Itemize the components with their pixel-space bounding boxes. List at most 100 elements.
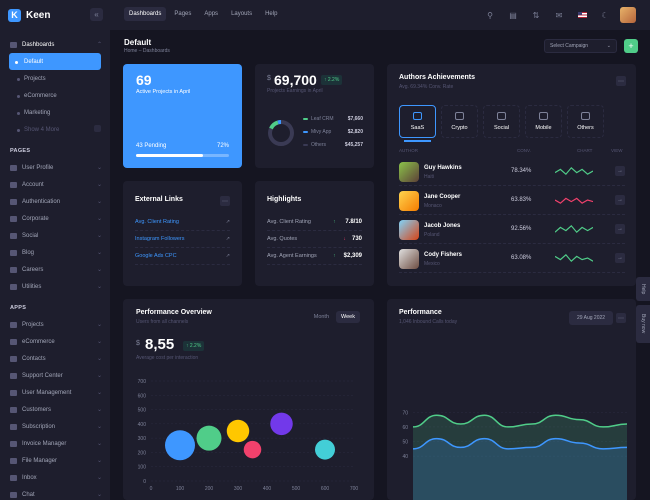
top-nav-apps[interactable]: Apps: [204, 11, 219, 17]
sidebar-item-subscription[interactable]: Subscription ⌄: [0, 418, 110, 435]
view-arrow-button[interactable]: →: [615, 166, 625, 176]
authors-achievements-card: Authors Achievements Avg. 69.34% Conv. R…: [387, 64, 636, 286]
y-tick-label: 500: [138, 408, 147, 414]
sidebar-item-user-management[interactable]: User Management ⌄: [0, 384, 110, 401]
brand[interactable]: K Keen: [0, 0, 110, 30]
tab-crypto[interactable]: Crypto: [441, 105, 478, 138]
chevron-up-icon: ⌃: [96, 42, 102, 48]
tab-label: Others: [577, 125, 594, 131]
period-week[interactable]: Week: [336, 311, 360, 323]
page-title: Default: [124, 38, 152, 47]
x-tick-label: 100: [176, 486, 185, 492]
external-link-avg-client-rating[interactable]: Avg. Client Rating ↗: [135, 214, 230, 231]
legend-others: Others $45,257: [303, 142, 363, 148]
sidebar-item-projects[interactable]: Projects ⌄: [0, 316, 110, 333]
tab-social[interactable]: Social: [483, 105, 520, 138]
sidebar-show-more[interactable]: Show 4 More: [0, 121, 110, 138]
sidebar-item-label: Careers: [22, 266, 44, 273]
sidebar-item-support-center[interactable]: Support Center ⌄: [0, 367, 110, 384]
view-arrow-button[interactable]: →: [615, 195, 625, 205]
view-arrow-button[interactable]: →: [615, 224, 625, 234]
sidebar-sub-ecommerce[interactable]: eCommerce: [0, 87, 110, 104]
earnings-currency: $: [267, 75, 271, 82]
campaign-select[interactable]: Select Campaign ⌄: [544, 39, 617, 53]
tab-saas[interactable]: SaaS: [399, 105, 436, 142]
author-name[interactable]: Guy Hawkins: [424, 165, 462, 171]
area-line: [412, 437, 628, 450]
help-side-tab[interactable]: Help: [636, 277, 650, 301]
top-nav-help[interactable]: Help: [265, 11, 278, 17]
top-nav-layouts[interactable]: Layouts: [231, 11, 253, 17]
tab-others[interactable]: Others: [567, 105, 604, 138]
highlight-row: Avg. Agent Earnings ↑ $2,309: [267, 248, 362, 265]
legend-name: Others: [311, 142, 327, 148]
sidebar-item-label: Chat: [22, 491, 35, 498]
authors-more-button[interactable]: ⋯: [616, 76, 626, 86]
user-avatar[interactable]: [620, 7, 636, 23]
chevron-down-icon: ⌄: [96, 441, 102, 447]
sidebar-sub-marketing[interactable]: Marketing: [0, 104, 110, 121]
highlight-label: Avg. Client Rating: [267, 219, 311, 225]
arrow-up-right-icon: ↗: [225, 219, 230, 225]
sidebar-item-invoice-manager[interactable]: Invoice Manager ⌄: [0, 435, 110, 452]
performance2-more-button[interactable]: ⋯: [616, 313, 626, 323]
sidebar-collapse-button[interactable]: «: [90, 8, 103, 21]
author-name[interactable]: Cody Fishers: [424, 252, 463, 258]
careers-icon: [10, 266, 17, 273]
view-arrow-button[interactable]: →: [615, 253, 625, 263]
sidebar-item-chat[interactable]: Chat ⌄: [0, 486, 110, 500]
donut-slice-mivy-app: [268, 120, 294, 146]
notifications-icon[interactable]: ⇅: [532, 10, 540, 20]
sidebar-item-social[interactable]: Social ⌄: [0, 227, 110, 244]
bubble-point: [315, 439, 335, 460]
author-name[interactable]: Jacob Jones: [424, 223, 461, 229]
sidebar-item-account[interactable]: Account ⌄: [0, 176, 110, 193]
sidebar-item-customers[interactable]: Customers ⌄: [0, 401, 110, 418]
sidebar-item-inbox[interactable]: Inbox ⌄: [0, 469, 110, 486]
sidebar-item-authentication[interactable]: Authentication ⌄: [0, 193, 110, 210]
sidebar-sub-default[interactable]: Default: [9, 53, 101, 70]
external-more-button[interactable]: ⋯: [220, 196, 230, 206]
projects-label: Active Projects in April: [136, 89, 191, 95]
sidebar-item-corporate[interactable]: Corporate ⌄: [0, 210, 110, 227]
external-link-instagram-followers[interactable]: Instagram Followers ↗: [135, 231, 230, 248]
activity-icon[interactable]: ▤: [509, 10, 517, 20]
date-picker[interactable]: 29 Aug 2022: [569, 311, 613, 325]
author-avatar: [399, 220, 419, 240]
authors-title: Authors Achievements: [399, 74, 475, 81]
sidebar-item-utilities[interactable]: Utilities ⌄: [0, 278, 110, 295]
sidebar-item-ecommerce[interactable]: eCommerce ⌄: [0, 333, 110, 350]
sidebar-item-careers[interactable]: Careers ⌄: [0, 261, 110, 278]
x-tick-label: 300: [234, 486, 243, 492]
table-row: Cody Fishers Mexico 63.08% →: [399, 244, 625, 273]
sidebar-sub-projects[interactable]: Projects: [0, 70, 110, 87]
top-nav-pages[interactable]: Pages: [174, 11, 192, 17]
tab-mobile[interactable]: Mobile: [525, 105, 562, 138]
external-link-google-ads-cpc[interactable]: Google Ads CPC ↗: [135, 248, 230, 265]
sidebar-item-label: Inbox: [22, 474, 37, 481]
period-month[interactable]: Month: [313, 314, 330, 320]
author-country: Haiti: [424, 174, 435, 180]
chat-icon[interactable]: ✉: [555, 10, 563, 20]
search-icon[interactable]: ⚲: [487, 10, 493, 20]
top-nav-dashboards[interactable]: Dashboards: [124, 7, 167, 21]
legend-dot: [303, 144, 308, 146]
author-sparkline: [555, 197, 593, 204]
y-tick-label: 70: [402, 410, 408, 416]
add-button[interactable]: +: [624, 39, 638, 53]
sidebar-item-user-profile[interactable]: User Profile ⌄: [0, 159, 110, 176]
bubble-point: [165, 430, 195, 461]
sidebar-item-dashboards[interactable]: Dashboards ⌃: [0, 36, 110, 53]
author-name[interactable]: Jane Cooper: [424, 194, 461, 200]
buy-now-side-tab[interactable]: Buy now: [636, 305, 650, 343]
customers-icon: [10, 406, 17, 413]
theme-moon-icon[interactable]: ☾: [601, 10, 609, 20]
sidebar-item-contacts[interactable]: Contacts ⌄: [0, 350, 110, 367]
sidebar-item-file-manager[interactable]: File Manager ⌄: [0, 452, 110, 469]
author-conv: 92.56%: [511, 226, 532, 232]
author-sparkline: [555, 224, 593, 234]
sidebar-item-blog[interactable]: Blog ⌄: [0, 244, 110, 261]
social-icon: [10, 232, 17, 239]
language-flag-icon[interactable]: [574, 7, 590, 23]
arrow-up-right-icon: ↗: [225, 236, 230, 242]
